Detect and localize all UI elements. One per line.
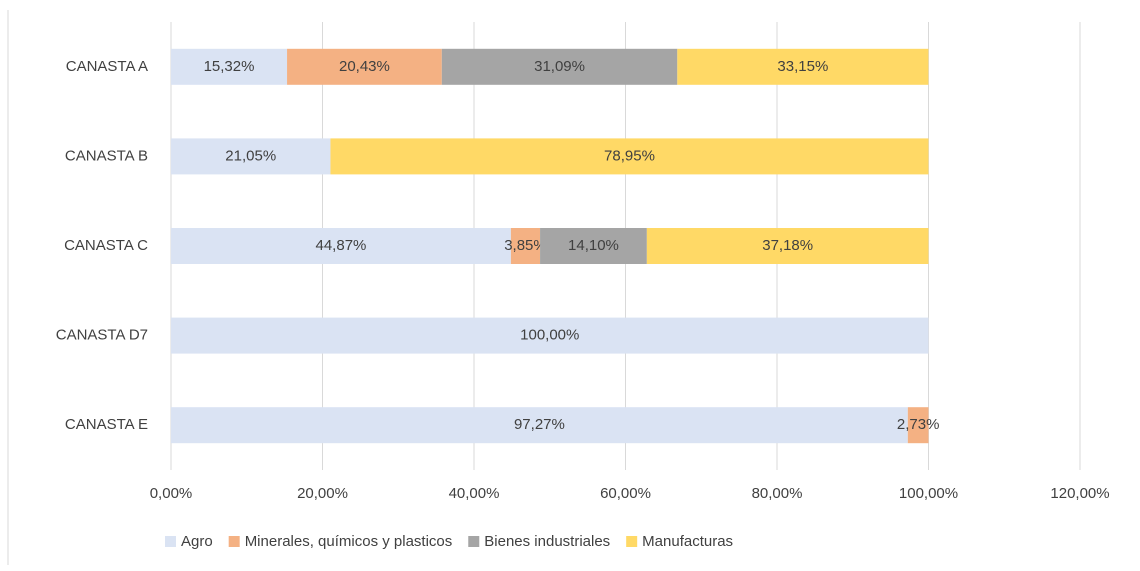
data-label: 3,85% xyxy=(504,237,547,254)
bar-segment xyxy=(171,407,908,444)
x-tick-label: 100,00% xyxy=(899,485,958,502)
data-label: 44,87% xyxy=(316,237,367,254)
bar-segment xyxy=(171,228,511,264)
y-tick-label: CANASTA E xyxy=(65,416,148,433)
legend-label: Manufacturas xyxy=(642,533,733,550)
data-label: 21,05% xyxy=(225,147,276,164)
bar-segment xyxy=(510,228,541,264)
data-label: 37,18% xyxy=(762,237,813,254)
bar-segment xyxy=(287,48,442,85)
legend-swatch xyxy=(165,536,176,547)
x-tick-label: 120,00% xyxy=(1050,485,1109,502)
x-tick-label: 60,00% xyxy=(600,485,651,502)
data-label: 78,95% xyxy=(604,147,655,164)
bar-segment xyxy=(441,48,678,85)
legend-label: Bienes industriales xyxy=(484,533,610,550)
y-tick-label: CANASTA B xyxy=(65,147,148,164)
legend-swatch xyxy=(228,536,240,547)
legend-swatch xyxy=(468,536,480,547)
data-label: 2,73% xyxy=(897,416,940,433)
y-tick-label: CANASTA A xyxy=(66,58,148,75)
legend-swatch xyxy=(626,536,638,547)
data-label: 100,00% xyxy=(520,327,579,344)
data-label: 97,27% xyxy=(514,416,565,433)
bar-segment xyxy=(677,48,929,85)
x-tick-label: 40,00% xyxy=(449,485,500,502)
data-label: 20,43% xyxy=(339,58,390,75)
bar-segment xyxy=(907,407,929,444)
x-tick-label: 20,00% xyxy=(297,485,348,502)
bar-segment xyxy=(171,317,929,354)
data-label: 15,32% xyxy=(204,58,255,75)
x-tick-label: 0,00% xyxy=(150,485,193,502)
bar-segment xyxy=(171,48,288,85)
legend-label: Agro xyxy=(181,533,213,550)
bar-segment xyxy=(330,138,929,175)
data-label: 14,10% xyxy=(568,237,619,254)
x-tick-label: 80,00% xyxy=(752,485,803,502)
legend-label: Minerales, químicos y plasticos xyxy=(245,533,453,550)
y-tick-label: CANASTA D7 xyxy=(56,327,148,344)
bar-segment xyxy=(540,228,647,264)
data-label: 33,15% xyxy=(777,58,828,75)
data-label: 31,09% xyxy=(534,58,585,75)
y-tick-label: CANASTA C xyxy=(64,237,148,254)
bar-segment xyxy=(646,228,929,264)
bar-segment xyxy=(171,138,331,175)
